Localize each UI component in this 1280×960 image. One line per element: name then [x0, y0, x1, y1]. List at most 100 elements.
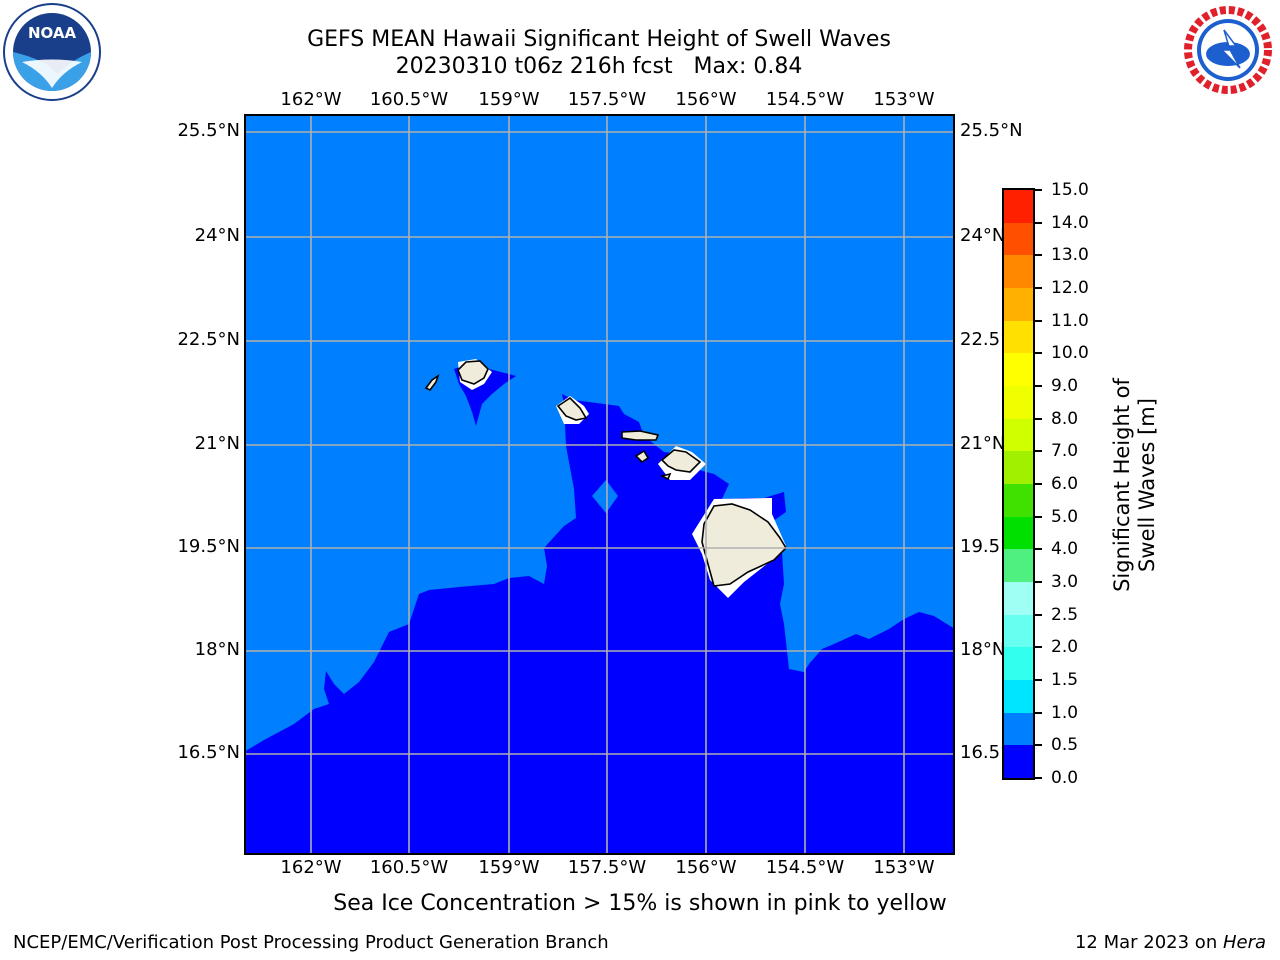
lon-label-top: 154.5°W	[765, 89, 845, 110]
island-kahoolawe	[659, 472, 672, 481]
footer-host: Hera	[1222, 932, 1266, 953]
colorbar-segment	[1004, 320, 1033, 354]
lat-label-left: 18°N	[194, 639, 240, 660]
lon-label-bottom: 156°W	[675, 857, 737, 878]
chart-title: GEFS MEAN Hawaii Significant Height of S…	[307, 27, 891, 52]
lat-label-left: 21°N	[194, 433, 240, 454]
map-frame	[244, 114, 955, 855]
lon-label-top: 159°W	[478, 89, 540, 110]
lon-label-bottom: 157.5°W	[567, 857, 647, 878]
island-hawaii	[701, 503, 788, 587]
colorbar-segment	[1004, 451, 1033, 484]
colorbar-tick-label: 13.0	[1051, 245, 1089, 266]
noaa-logo-text: NOAA	[28, 24, 77, 42]
island-oahu	[556, 396, 588, 421]
colorbar-tick	[1035, 548, 1042, 551]
colorbar-tick	[1035, 287, 1042, 289]
colorbar-segment	[1004, 745, 1033, 778]
colorbar-segment	[1004, 516, 1033, 550]
colorbar-tick	[1035, 777, 1042, 779]
lon-label-top: 153°W	[873, 89, 935, 110]
colorbar-tick-label: 2.5	[1051, 604, 1079, 625]
colorbar-segment	[1004, 288, 1033, 321]
colorbar	[1002, 188, 1035, 780]
lon-label-top: 162°W	[280, 89, 342, 110]
lon-label-top: 156°W	[675, 89, 737, 110]
colorbar-tick	[1035, 646, 1042, 649]
colorbar-tick-label: 0.5	[1051, 735, 1079, 756]
map-gridlines	[244, 114, 955, 855]
lat-label-right: 24°N	[960, 225, 1006, 246]
island-kauai	[457, 360, 489, 385]
colorbar-tick-label: 10.0	[1051, 343, 1089, 364]
colorbar-tick	[1035, 613, 1042, 616]
ocean-low-region	[244, 394, 955, 855]
noaa-logo: NOAA	[3, 3, 101, 101]
colorbar-segment	[1004, 222, 1033, 256]
colorbar-segment	[1004, 484, 1033, 517]
caption: Sea Ice Concentration > 15% is shown in …	[0, 891, 1280, 916]
colorbar-segment	[1004, 582, 1033, 615]
footer-date: 12 Mar 2023 on Hera	[1075, 932, 1266, 953]
ocean-mid-patch	[592, 480, 618, 513]
colorbar-segment	[1004, 386, 1033, 419]
colorbar-segment	[1004, 614, 1033, 648]
colorbar-segment	[1004, 712, 1033, 746]
colorbar-tick-label: 7.0	[1051, 441, 1079, 462]
colorbar-tick	[1035, 221, 1042, 224]
colorbar-tick	[1035, 483, 1042, 485]
colorbar-tick-label: 2.0	[1051, 637, 1079, 658]
colorbar-tick	[1035, 711, 1042, 714]
footer-date-text: 12 Mar 2023 on	[1074, 932, 1223, 953]
colorbar-tick-label: 15.0	[1051, 180, 1089, 200]
lat-label-right: 18°N	[960, 639, 1006, 660]
colorbar-tick-label: 0.0	[1051, 768, 1079, 788]
chart-subtitle: 20230310 t06z 216h fcst Max: 0.84	[395, 54, 803, 79]
lat-label-right: 25.5°N	[960, 120, 1023, 141]
colorbar-segment	[1004, 549, 1033, 582]
colorbar-tick	[1035, 254, 1042, 257]
colorbar-tick-label: 14.0	[1051, 212, 1089, 233]
colorbar-tick-label: 6.0	[1051, 474, 1079, 494]
colorbar-tick-label: 3.0	[1051, 572, 1079, 592]
island-lanai	[634, 449, 650, 464]
colorbar-tick-label: 11.0	[1051, 310, 1089, 331]
colorbar-tick-label: 8.0	[1051, 408, 1079, 429]
colorbar-segment	[1004, 647, 1033, 680]
lat-label-left: 19.5°N	[177, 536, 240, 557]
colorbar-segment	[1004, 190, 1033, 223]
lon-label-bottom: 162°W	[280, 857, 342, 878]
island-maui	[660, 449, 702, 473]
colorbar-tick	[1035, 352, 1042, 355]
lat-label-left: 25.5°N	[177, 120, 240, 141]
lon-label-top: 160.5°W	[369, 89, 449, 110]
colorbar-tick	[1035, 319, 1042, 322]
colorbar-tick-label: 12.0	[1051, 278, 1089, 298]
colorbar-segment	[1004, 680, 1033, 713]
colorbar-tick-label: 1.0	[1051, 702, 1079, 723]
colorbar-tick	[1035, 679, 1042, 681]
colorbar-tick-label: 1.5	[1051, 670, 1079, 690]
island-niihau	[424, 374, 440, 392]
lat-label-right: 21°N	[960, 433, 1006, 454]
lon-label-bottom: 153°W	[873, 857, 935, 878]
colorbar-tick	[1035, 189, 1042, 191]
footer-org: NCEP/EMC/Verification Post Processing Pr…	[13, 932, 609, 953]
lon-label-top: 157.5°W	[567, 89, 647, 110]
lat-label-left: 24°N	[194, 225, 240, 246]
lon-label-bottom: 160.5°W	[369, 857, 449, 878]
colorbar-segment	[1004, 418, 1033, 452]
colorbar-tick	[1035, 515, 1042, 518]
map-panel	[244, 114, 955, 855]
colorbar-tick	[1035, 417, 1042, 420]
colorbar-segment	[1004, 255, 1033, 288]
colorbar-tick	[1035, 744, 1042, 747]
colorbar-label: Significant Height of Swell Waves [m]	[1110, 378, 1159, 592]
nws-logo	[1181, 3, 1275, 97]
colorbar-segment	[1004, 353, 1033, 386]
lat-label-left: 22.5°N	[177, 329, 240, 350]
colorbar-tick-label: 5.0	[1051, 506, 1079, 527]
colorbar-tick-label: 4.0	[1051, 539, 1079, 560]
island-molokai	[621, 430, 660, 441]
lon-label-bottom: 154.5°W	[765, 857, 845, 878]
